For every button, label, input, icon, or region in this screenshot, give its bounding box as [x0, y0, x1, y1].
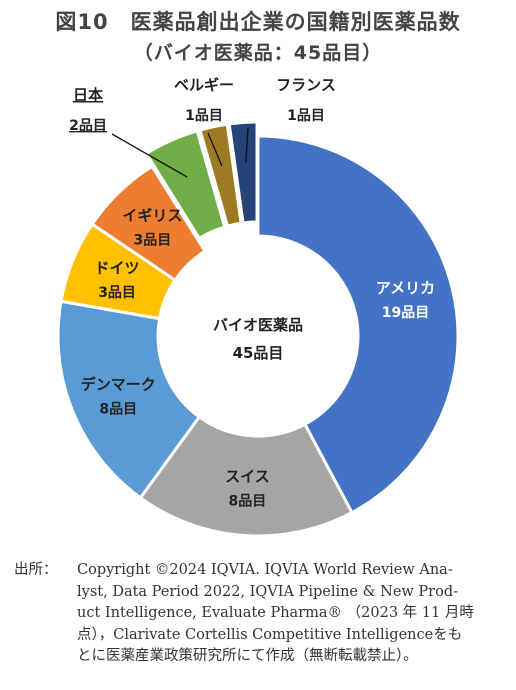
slice-7 — [227, 120, 259, 225]
source-line: とに医薬産業政策研究所にて作成（無断転載禁止）。 — [77, 648, 418, 664]
slice-label: イギリス — [122, 207, 182, 225]
slice-4 — [90, 164, 208, 283]
slice-value-label: 8品目 — [99, 402, 137, 418]
slice-value-label: 3品目 — [98, 285, 136, 301]
source-head: 出所： — [14, 562, 58, 578]
slice-label: ベルギー — [174, 76, 234, 94]
slice-6 — [198, 122, 243, 229]
slice-2 — [56, 299, 202, 500]
slice-value-label: 1品目 — [185, 108, 223, 124]
slice-value-label: 1品目 — [287, 108, 325, 124]
slice-value-label: 19品目 — [382, 305, 429, 321]
slice-label: スイス — [225, 468, 270, 486]
source-line: uct Intelligence, Evaluate Pharma® （2023… — [77, 605, 474, 621]
leader-line — [111, 133, 188, 178]
source-line: Copyright ©2024 IQVIA. IQVIA World Revie… — [77, 562, 453, 578]
slice-value-label: 2品目 — [69, 118, 107, 134]
slice-value-label: 3品目 — [134, 233, 172, 249]
chart-subtitle: （バイオ医薬品：45品目） — [133, 42, 383, 64]
leader-line — [245, 127, 249, 163]
chart-title: 図10 医薬品創出企業の国籍別医薬品数 — [55, 10, 461, 34]
slice-label: フランス — [276, 76, 336, 94]
slice-value-label: 8品目 — [229, 494, 267, 510]
center-label: バイオ医薬品 — [213, 316, 303, 334]
center-label: 45品目 — [233, 344, 284, 362]
slice-5 — [144, 129, 227, 241]
slice-1 — [138, 414, 354, 538]
slice-label: ドイツ — [95, 259, 140, 277]
source-body: Copyright ©2024 IQVIA. IQVIA World Revie… — [77, 560, 508, 668]
source-line: lyst, Data Period 2022, IQVIA Pipeline &… — [77, 583, 459, 600]
slice-label: アメリカ — [376, 279, 435, 297]
slice-label: デンマーク — [81, 376, 156, 394]
source-note: 出所： Copyright ©2024 IQVIA. IQVIA World R… — [14, 560, 508, 668]
slice-label: 日本 — [73, 86, 103, 104]
slice-0 — [256, 134, 460, 515]
source-line: 点），Clarivate Cortellis Competitive Intel… — [77, 626, 463, 643]
leader-line — [207, 132, 223, 167]
